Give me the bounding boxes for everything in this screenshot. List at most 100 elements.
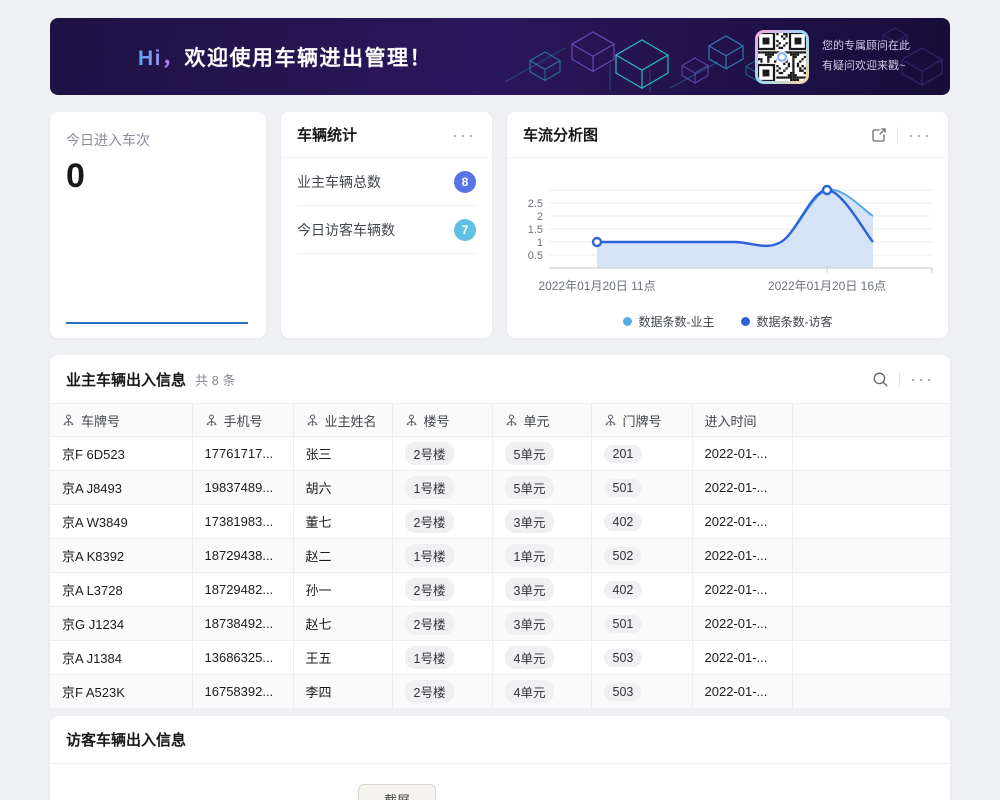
cell-building: 2号楼 [392,572,493,607]
tag-pill: 3单元 [504,612,555,635]
svg-text:2022年01月20日 16点: 2022年01月20日 16点 [768,279,886,293]
field-type-icon [406,413,416,426]
vehicle-stats-title: 车辆统计 [297,127,358,144]
column-header[interactable]: 门牌号 [591,403,693,437]
cell-door: 501 [591,470,693,505]
column-header[interactable]: 进入时间 [692,403,793,437]
screenshot-button[interactable]: 截屏 [358,784,436,800]
cell-building: 1号楼 [392,470,493,505]
table-row[interactable]: 京A J1384 13686325... 王五 1号楼 4单元 503 2022-01-..… [50,640,950,675]
cell-phone: 18738492... [192,606,294,641]
column-header[interactable]: 车牌号 [50,403,193,437]
column-header[interactable]: 业主姓名 [293,403,393,437]
cell-phone: 17381983... [192,504,294,539]
field-type-icon [605,413,615,426]
search-icon[interactable] [872,371,889,388]
more-menu-icon[interactable]: ··· [910,369,934,389]
table-row[interactable]: 京F A523K 16758392... 李四 2号楼 4单元 503 2022-01-..… [50,674,950,708]
column-header[interactable]: 单元 [492,403,592,437]
legend-item[interactable]: 数据条数-访客 [740,313,833,330]
banner-greeting-highlight: Hi， [138,46,185,70]
column-header[interactable] [792,403,950,437]
legend-item[interactable]: 数据条数-业主 [622,313,715,330]
cell-plate: 京A J8493 [50,470,193,505]
qr-caption-line1: 您的专属顾问在此 [822,39,910,52]
welcome-banner: Hi，欢迎使用车辆进出管理！ 您的专属顾问在此 有疑问欢迎来戳~ [50,18,950,95]
cell-plate: 京A W3849 [50,504,193,539]
cell-door: 402 [591,572,693,607]
table-row[interactable]: 京A L3728 18729482... 孙一 2号楼 3单元 402 2022-01-..… [50,572,950,607]
tag-pill: 503 [603,682,643,701]
cell-door: 503 [591,640,693,675]
field-type-icon [506,413,516,426]
isometric-cubes-decoration [504,27,944,92]
chart-legend: 数据条数-业主 数据条数-访客 [507,303,948,339]
cell-time: 2022-01-... [692,504,793,539]
cell-empty [792,436,950,471]
cell-unit: 1单元 [492,538,592,573]
tag-pill: 3单元 [504,578,555,601]
table-row[interactable]: 京A K8392 18729438... 赵二 1号楼 1单元 502 2022-01-..… [50,538,950,573]
cell-name: 张三 [293,436,393,471]
cell-time: 2022-01-... [692,572,793,607]
stat-row-label: 业主车辆总数 [297,173,381,190]
stat-row-label: 今日访客车辆数 [297,221,395,238]
cell-time: 2022-01-... [692,606,793,641]
cell-plate: 京F 6D523 [50,436,193,471]
cell-door: 501 [591,606,693,641]
expand-icon[interactable] [871,127,887,143]
table-row[interactable]: 京A J8493 19837489... 胡六 1号楼 5单元 501 2022-01-..… [50,470,950,505]
consultant-qr-block: 您的专属顾问在此 有疑问欢迎来戳~ [755,29,910,84]
more-menu-icon[interactable]: ··· [452,124,476,145]
cell-phone: 18729438... [192,538,294,573]
cell-name: 赵二 [293,538,393,573]
field-type-icon [63,413,74,426]
cell-door: 402 [591,504,693,539]
table-row[interactable]: 京G J1234 18738492... 赵七 2号楼 3单元 501 2022-01-..… [50,606,950,641]
cell-unit: 4单元 [492,640,592,675]
cell-door: 502 [591,538,693,573]
cell-name: 李四 [293,674,393,708]
cell-phone: 16758392... [192,674,294,708]
traffic-chart-svg: 0.511.522.5 2022年01月20日 11点 2022年01月20日 16… [528,184,933,293]
traffic-chart-card: 车流分析图 ··· 0.5 1 1.5 2 2.5 2022年01月20日 11点 2022… [507,112,948,338]
cell-empty [792,640,950,675]
cell-name: 董七 [293,504,393,539]
cell-building: 1号楼 [392,538,493,573]
tag-pill: 5单元 [504,442,555,465]
tag-pill: 201 [603,444,643,463]
qr-code[interactable] [755,29,809,84]
cell-plate: 京A J1384 [50,640,193,675]
tag-pill: 402 [603,580,643,599]
cell-plate: 京A K8392 [50,538,193,573]
banner-title: Hi，欢迎使用车辆进出管理！ [138,42,432,72]
table-row[interactable]: 京F 6D523 17761717... 张三 2号楼 5单元 201 2022-01-..… [50,436,950,471]
cell-phone: 13686325... [192,640,294,675]
tag-pill: 4单元 [504,680,555,703]
cell-time: 2022-01-... [692,538,793,573]
cell-unit: 4单元 [492,674,592,708]
cell-empty [792,674,950,708]
tag-pill: 3单元 [504,510,555,533]
column-header[interactable]: 手机号 [192,403,294,437]
cell-door: 503 [591,674,693,708]
today-entries-label: 今日进入车次 [66,132,150,148]
vehicle-stats-list: 业主车辆总数 8 今日访客车辆数 7 [281,158,492,254]
table-row[interactable]: 京A W3849 17381983... 董七 2号楼 3单元 402 2022-01-..… [50,504,950,539]
legend-dot [622,316,632,326]
legend-label: 数据条数-业主 [638,314,715,329]
cell-time: 2022-01-... [692,470,793,505]
cell-name: 胡六 [293,470,393,505]
cell-unit: 5单元 [492,470,592,505]
cell-time: 2022-01-... [692,436,793,471]
tag-pill: 1单元 [504,544,555,567]
cell-name: 赵七 [293,606,393,641]
toolbar-divider [897,127,899,142]
tag-pill: 1号楼 [404,544,455,567]
more-menu-icon[interactable]: ··· [908,124,932,145]
tag-pill: 2号楼 [404,442,455,465]
cell-name: 孙一 [293,572,393,607]
cell-plate: 京A L3728 [50,572,193,607]
column-header[interactable]: 楼号 [392,403,493,437]
field-type-icon [206,413,216,426]
